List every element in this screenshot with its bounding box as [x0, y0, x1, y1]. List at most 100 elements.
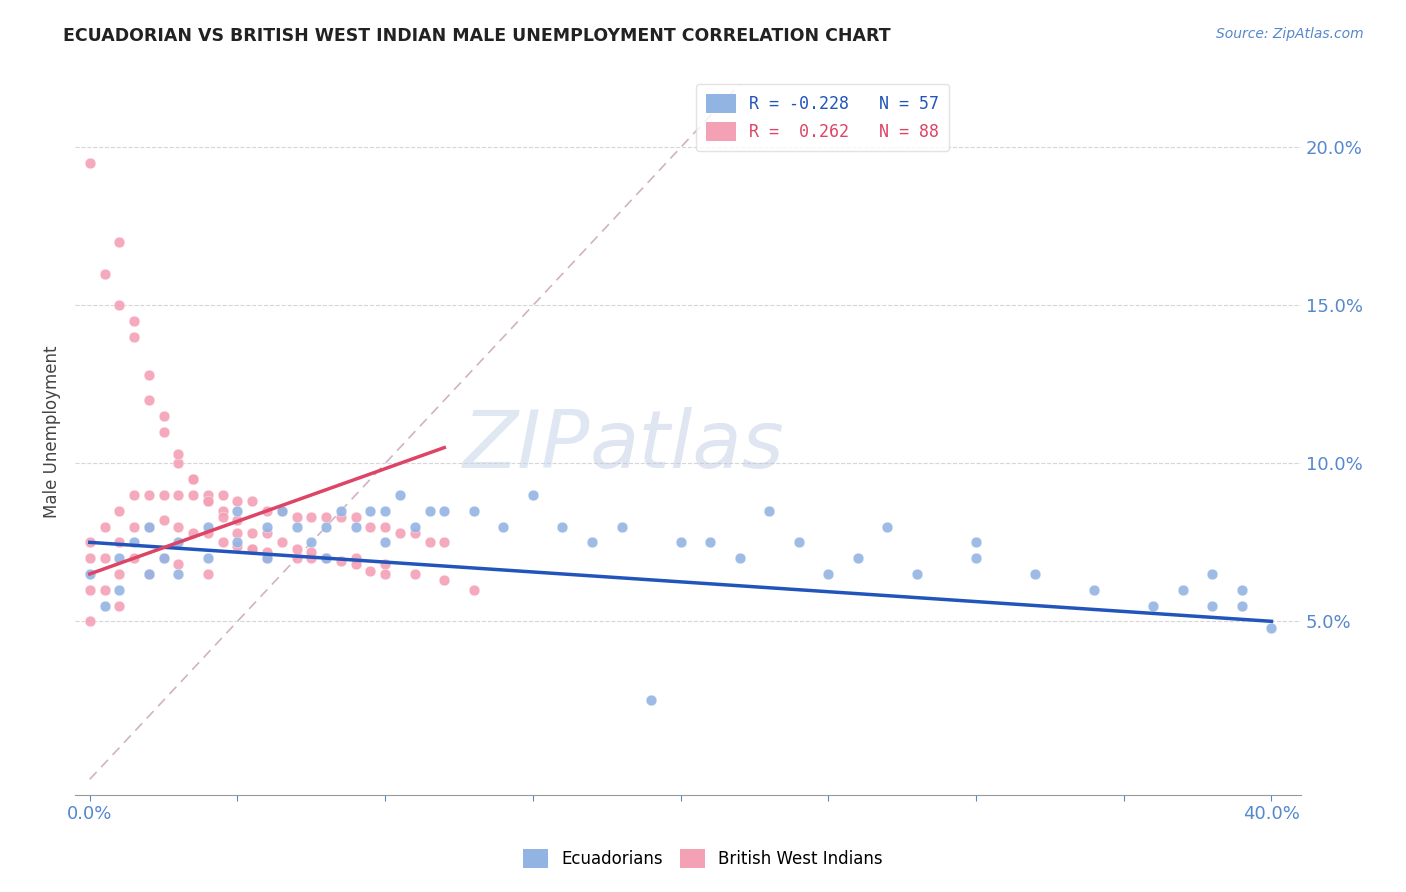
Point — [522, 488, 544, 502]
Point — [344, 558, 367, 572]
Point — [418, 535, 440, 549]
Point — [93, 551, 115, 566]
Point — [965, 535, 987, 549]
Point — [226, 504, 249, 518]
Point — [256, 551, 278, 566]
Point — [152, 488, 174, 502]
Point — [167, 535, 190, 549]
Point — [138, 393, 160, 408]
Point — [108, 504, 131, 518]
Point — [1230, 582, 1253, 597]
Point — [404, 525, 426, 540]
Point — [181, 472, 204, 486]
Point — [581, 535, 603, 549]
Point — [299, 545, 322, 559]
Point — [285, 551, 308, 566]
Point — [388, 488, 411, 502]
Point — [728, 551, 751, 566]
Point — [240, 494, 263, 508]
Point — [492, 519, 515, 533]
Text: ZIP: ZIP — [463, 408, 591, 485]
Point — [315, 551, 337, 566]
Y-axis label: Male Unemployment: Male Unemployment — [44, 345, 60, 518]
Point — [299, 535, 322, 549]
Point — [285, 519, 308, 533]
Point — [374, 566, 396, 581]
Point — [197, 525, 219, 540]
Point — [433, 574, 456, 588]
Point — [846, 551, 869, 566]
Text: Source: ZipAtlas.com: Source: ZipAtlas.com — [1216, 27, 1364, 41]
Point — [374, 519, 396, 533]
Point — [167, 558, 190, 572]
Point — [240, 541, 263, 556]
Point — [138, 519, 160, 533]
Point — [965, 551, 987, 566]
Point — [388, 525, 411, 540]
Point — [197, 551, 219, 566]
Point — [138, 368, 160, 382]
Point — [211, 488, 233, 502]
Point — [167, 447, 190, 461]
Point — [138, 488, 160, 502]
Point — [463, 582, 485, 597]
Point — [285, 541, 308, 556]
Point — [122, 330, 145, 344]
Point — [93, 519, 115, 533]
Point — [108, 582, 131, 597]
Point — [197, 494, 219, 508]
Point — [211, 510, 233, 524]
Point — [315, 551, 337, 566]
Point — [270, 504, 292, 518]
Point — [404, 519, 426, 533]
Point — [905, 566, 928, 581]
Point — [404, 566, 426, 581]
Point — [181, 525, 204, 540]
Point — [1230, 599, 1253, 613]
Point — [240, 525, 263, 540]
Point — [226, 539, 249, 553]
Point — [138, 519, 160, 533]
Point — [152, 551, 174, 566]
Point — [79, 582, 101, 597]
Point — [418, 504, 440, 518]
Point — [1171, 582, 1194, 597]
Point — [122, 519, 145, 533]
Point — [315, 519, 337, 533]
Point — [359, 564, 381, 578]
Point — [122, 551, 145, 566]
Point — [1142, 599, 1164, 613]
Point — [640, 693, 662, 707]
Point — [315, 551, 337, 566]
Point — [256, 504, 278, 518]
Point — [1201, 599, 1223, 613]
Point — [433, 535, 456, 549]
Point — [256, 525, 278, 540]
Point — [374, 535, 396, 549]
Point — [270, 535, 292, 549]
Point — [108, 235, 131, 250]
Point — [359, 519, 381, 533]
Point — [197, 566, 219, 581]
Point — [167, 566, 190, 581]
Point — [256, 551, 278, 566]
Point — [138, 566, 160, 581]
Point — [329, 554, 352, 568]
Point — [122, 535, 145, 549]
Point — [669, 535, 692, 549]
Point — [1083, 582, 1105, 597]
Point — [315, 510, 337, 524]
Point — [876, 519, 898, 533]
Point — [240, 541, 263, 556]
Point — [211, 535, 233, 549]
Point — [344, 519, 367, 533]
Legend: Ecuadorians, British West Indians: Ecuadorians, British West Indians — [516, 842, 890, 875]
Point — [329, 504, 352, 518]
Point — [197, 494, 219, 508]
Point — [787, 535, 810, 549]
Point — [108, 551, 131, 566]
Point — [226, 525, 249, 540]
Point — [270, 504, 292, 518]
Point — [211, 504, 233, 518]
Point — [1201, 566, 1223, 581]
